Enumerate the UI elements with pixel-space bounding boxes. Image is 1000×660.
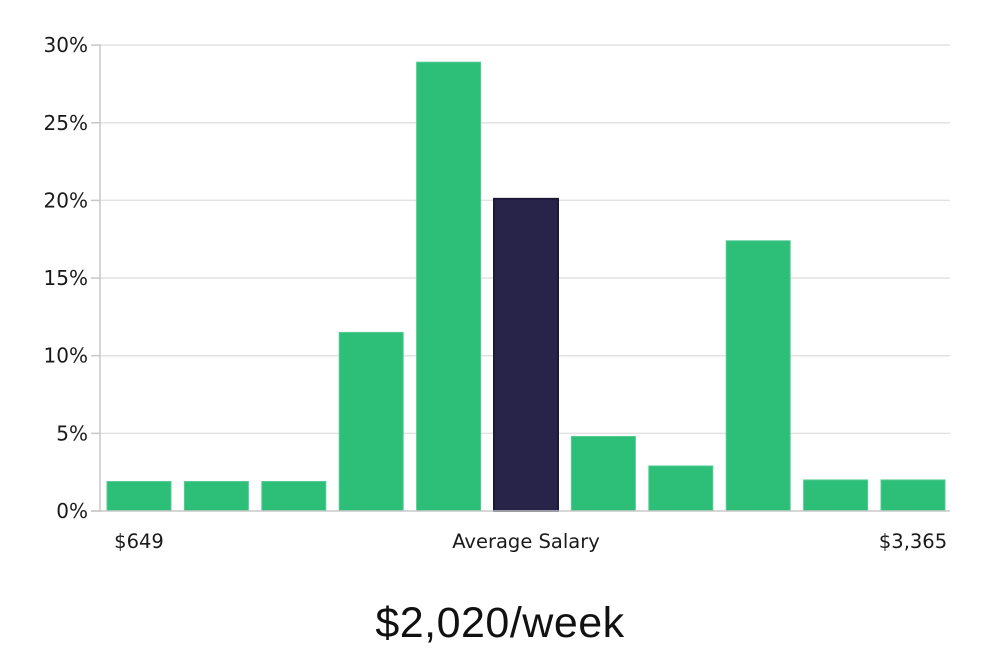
histogram-bar <box>648 465 714 512</box>
histogram-bar <box>261 480 327 512</box>
x-axis-label: Average Salary <box>452 530 600 553</box>
y-axis-tick-label: 10% <box>44 344 88 368</box>
histogram-bar <box>416 61 482 512</box>
histogram-bar <box>106 480 172 512</box>
histogram-bar <box>570 435 636 512</box>
salary-histogram-plot: 0% 5% 10% 15% 20% 25% 30% $649 Average Salary $3,… <box>44 33 950 553</box>
histogram-bar <box>725 240 791 512</box>
average-weekly-salary-title: $2,020/week <box>375 599 625 647</box>
y-axis-tick-label: 5% <box>56 421 88 445</box>
average-salary-highlight-bar <box>493 197 559 513</box>
x-axis-label: $649 <box>114 530 164 553</box>
histogram-bar <box>183 480 249 512</box>
histogram-bar <box>880 479 946 512</box>
histogram-bar <box>803 479 869 512</box>
y-axis-tick-label: 30% <box>44 33 88 57</box>
y-axis-tick-label: 25% <box>44 111 88 135</box>
y-axis-tick-label: 20% <box>44 188 88 212</box>
x-axis-label: $3,365 <box>879 530 947 553</box>
y-axis-tick-label: 15% <box>44 266 88 290</box>
histogram-bar <box>338 331 404 512</box>
y-axis-tick-label: 0% <box>56 499 88 523</box>
